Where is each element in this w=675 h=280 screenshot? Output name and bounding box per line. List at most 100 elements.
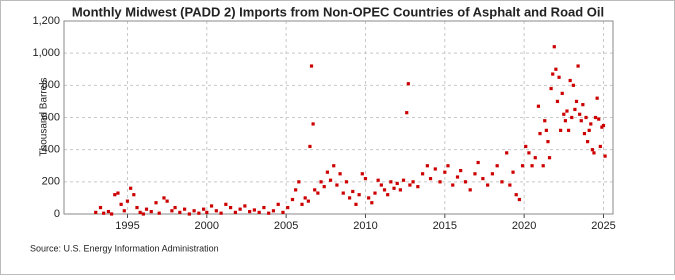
point — [560, 91, 564, 95]
point — [593, 115, 598, 120]
point — [541, 164, 545, 168]
point — [297, 180, 301, 184]
point — [573, 107, 577, 112]
point — [570, 115, 574, 120]
chart-title: Monthly Midwest (PADD 2) Imports from No… — [72, 4, 604, 19]
point — [524, 144, 528, 149]
point — [433, 167, 437, 171]
point — [257, 210, 261, 214]
point — [547, 156, 552, 160]
point — [527, 151, 531, 155]
point — [495, 164, 499, 168]
point — [530, 164, 534, 168]
point — [322, 185, 326, 189]
point — [584, 115, 588, 120]
point — [141, 212, 145, 216]
point — [338, 172, 342, 176]
point — [332, 164, 336, 168]
x-tick-label: 1995 — [115, 220, 139, 232]
plot-border — [63, 20, 614, 215]
point — [165, 199, 169, 203]
point — [300, 202, 304, 206]
point — [351, 189, 355, 194]
point — [438, 180, 442, 184]
y-tick-label: 600 — [42, 111, 60, 123]
point — [406, 82, 410, 86]
point — [376, 178, 380, 182]
point — [144, 207, 149, 211]
point — [559, 128, 563, 132]
point — [549, 86, 553, 91]
point — [514, 193, 518, 197]
point — [538, 131, 542, 136]
point — [116, 191, 120, 195]
point — [313, 188, 317, 192]
point — [341, 191, 345, 195]
point — [590, 148, 594, 152]
point — [600, 125, 604, 129]
point — [486, 183, 490, 187]
point — [601, 123, 606, 128]
point — [135, 205, 139, 210]
point — [319, 180, 323, 184]
point — [205, 210, 209, 214]
point — [219, 211, 223, 215]
point — [581, 103, 585, 107]
point — [202, 207, 206, 211]
point — [170, 209, 174, 213]
point — [595, 96, 599, 100]
x-tick-label: 2010 — [353, 220, 377, 232]
point — [197, 211, 201, 215]
x-tick-label: 2015 — [433, 220, 457, 232]
point — [370, 201, 374, 205]
point — [405, 111, 409, 115]
point — [325, 170, 329, 174]
point — [132, 193, 136, 197]
point — [119, 202, 123, 206]
point — [113, 193, 117, 197]
point — [576, 64, 580, 68]
point — [473, 172, 477, 176]
point — [382, 188, 387, 192]
point — [443, 170, 447, 174]
point — [455, 175, 460, 179]
point — [192, 209, 196, 213]
point — [554, 67, 558, 71]
point — [589, 122, 593, 126]
point — [500, 180, 504, 184]
point — [354, 202, 358, 206]
point — [536, 104, 541, 108]
point — [398, 188, 402, 192]
point — [563, 119, 567, 123]
point — [566, 128, 571, 132]
point — [603, 154, 607, 158]
point — [286, 205, 290, 210]
point — [311, 122, 315, 126]
point — [520, 164, 525, 168]
point — [505, 151, 509, 155]
point — [386, 193, 390, 197]
point — [587, 128, 591, 132]
point — [344, 180, 349, 184]
point — [335, 183, 339, 187]
point — [508, 183, 512, 187]
point — [395, 181, 399, 186]
point — [154, 201, 158, 205]
point — [94, 210, 98, 214]
point — [294, 188, 298, 192]
point — [262, 205, 266, 210]
point — [252, 208, 257, 212]
point — [544, 128, 548, 132]
point — [308, 144, 312, 149]
point — [574, 99, 579, 104]
point — [517, 197, 521, 202]
point — [367, 196, 371, 200]
point — [157, 211, 161, 215]
point — [276, 202, 280, 206]
point — [546, 140, 550, 144]
point — [557, 75, 561, 79]
point — [373, 191, 377, 195]
point — [571, 83, 575, 87]
point — [348, 196, 352, 200]
